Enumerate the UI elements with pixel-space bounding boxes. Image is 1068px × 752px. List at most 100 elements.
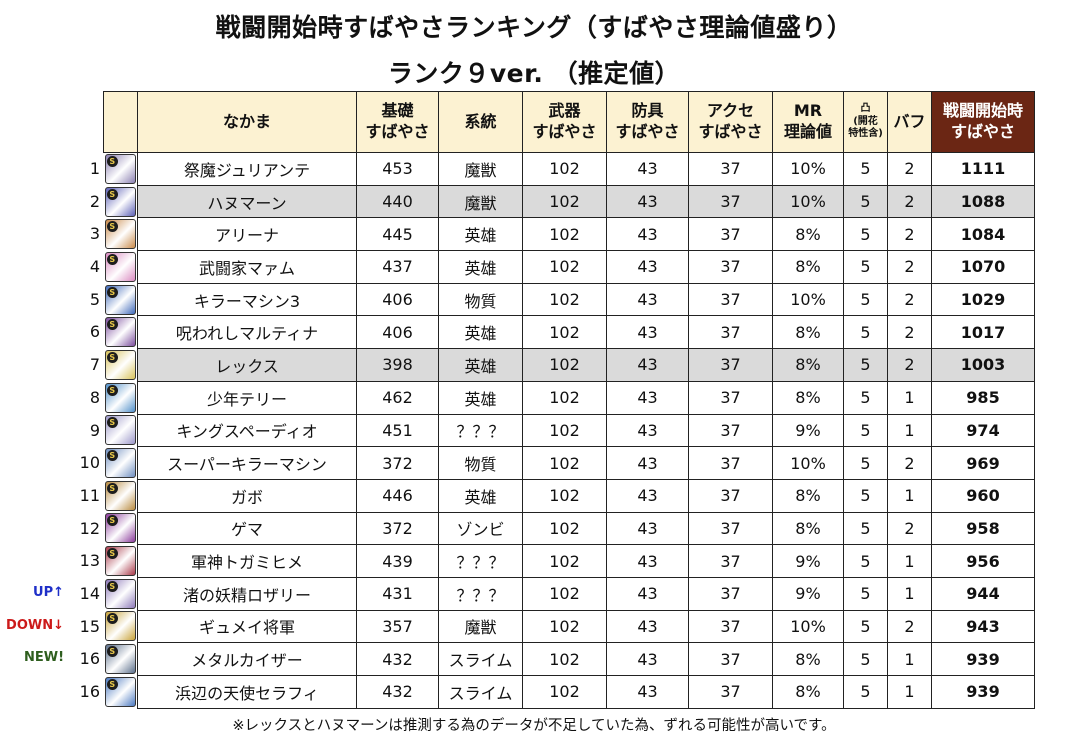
character-portrait-icon: S bbox=[104, 513, 136, 544]
base-speed-cell: 431 bbox=[356, 576, 439, 611]
footnote: ※レックスとハヌマーンは推測する為のデータが不足していた為、ずれる可能性が高いで… bbox=[232, 718, 836, 734]
accessory-speed-cell: 37 bbox=[688, 282, 773, 317]
header-buff: バフ bbox=[887, 91, 932, 153]
rank-change-label: NEW! bbox=[23, 649, 64, 665]
weapon-speed-cell: 102 bbox=[522, 511, 607, 546]
s-rank-badge-icon: S bbox=[106, 678, 118, 690]
accessory-speed-cell: 37 bbox=[688, 478, 773, 513]
character-portrait-icon: S bbox=[104, 154, 136, 185]
base-speed-cell: 372 bbox=[356, 446, 439, 480]
character-name-cell: キングスペーディオ bbox=[137, 413, 357, 448]
start-speed-cell: 974 bbox=[931, 413, 1035, 448]
convex-count-cell: 5 bbox=[843, 642, 888, 676]
convex-count-cell: 5 bbox=[843, 315, 888, 350]
mr-value-cell: 9% bbox=[772, 413, 844, 448]
mr-value-cell: 8% bbox=[772, 315, 844, 350]
s-rank-badge-icon: S bbox=[106, 319, 118, 331]
rank-number: 6 bbox=[89, 321, 100, 341]
character-name-cell: 浜辺の天使セラフィ bbox=[137, 675, 357, 709]
character-name-cell: ハヌマーン bbox=[137, 184, 357, 219]
type-cell: 英雄 bbox=[438, 315, 523, 350]
base-speed-cell: 451 bbox=[356, 413, 439, 448]
s-rank-badge-icon: S bbox=[106, 351, 118, 363]
type-cell: 物質 bbox=[438, 446, 523, 480]
start-speed-cell: 969 bbox=[931, 446, 1035, 480]
header-accessory-speed: アクセ すばやさ bbox=[688, 91, 773, 153]
buff-count-cell: 2 bbox=[887, 184, 932, 219]
table-row: S 軍神トガミヒメ 439？？？ 102 43 37 9% 5 1 956 bbox=[104, 544, 1035, 578]
convex-count-cell: 5 bbox=[843, 675, 888, 709]
character-name-cell: 軍神トガミヒメ bbox=[137, 544, 357, 578]
buff-count-cell: 2 bbox=[887, 348, 932, 382]
buff-count-cell: 2 bbox=[887, 152, 932, 186]
start-speed-cell: 1003 bbox=[931, 348, 1035, 382]
type-cell: スライム bbox=[438, 675, 523, 709]
base-speed-cell: 453 bbox=[356, 152, 439, 186]
buff-count-cell: 1 bbox=[887, 675, 932, 709]
accessory-speed-cell: 37 bbox=[688, 380, 773, 415]
character-name-cell: ガボ bbox=[137, 478, 357, 513]
character-name-cell: レックス bbox=[137, 348, 357, 382]
buff-count-cell: 1 bbox=[887, 544, 932, 578]
mr-value-cell: 10% bbox=[772, 282, 844, 317]
rank-number: 15 bbox=[79, 616, 100, 636]
accessory-speed-cell: 37 bbox=[688, 576, 773, 611]
character-name-cell: キラーマシン3 bbox=[137, 282, 357, 317]
character-name-cell: 少年テリー bbox=[137, 380, 357, 415]
rank-number: 2 bbox=[89, 191, 100, 211]
convex-count-cell: 5 bbox=[843, 152, 888, 186]
type-cell: 英雄 bbox=[438, 250, 523, 284]
character-name-cell: アリーナ bbox=[137, 217, 357, 252]
character-portrait-icon: S bbox=[104, 578, 136, 609]
weapon-speed-cell: 102 bbox=[522, 642, 607, 676]
base-speed-cell: 440 bbox=[356, 184, 439, 219]
convex-count-cell: 5 bbox=[843, 380, 888, 415]
accessory-speed-cell: 37 bbox=[688, 413, 773, 448]
rank-number: 1 bbox=[89, 158, 100, 178]
weapon-speed-cell: 102 bbox=[522, 675, 607, 709]
armor-speed-cell: 43 bbox=[606, 642, 689, 676]
character-portrait-icon: S bbox=[104, 676, 136, 707]
character-name-cell: 呪われしマルティナ bbox=[137, 315, 357, 350]
start-speed-cell: 939 bbox=[931, 675, 1035, 709]
armor-speed-cell: 43 bbox=[606, 184, 689, 219]
table-row: S 少年テリー 462 英雄 102 43 37 8% 5 1 985 bbox=[104, 380, 1035, 415]
weapon-speed-cell: 102 bbox=[522, 152, 607, 186]
start-speed-cell: 944 bbox=[931, 576, 1035, 611]
s-rank-badge-icon: S bbox=[106, 580, 118, 592]
base-speed-cell: 406 bbox=[356, 315, 439, 350]
mr-value-cell: 8% bbox=[772, 675, 844, 709]
type-cell: ？？？ bbox=[438, 413, 523, 448]
table-row: S ガボ 446 英雄 102 43 37 8% 5 1 960 bbox=[104, 478, 1035, 513]
armor-speed-cell: 43 bbox=[606, 380, 689, 415]
convex-count-cell: 5 bbox=[843, 478, 888, 513]
accessory-speed-cell: 37 bbox=[688, 315, 773, 350]
character-portrait-icon: S bbox=[104, 284, 136, 315]
rank-number: 7 bbox=[89, 354, 100, 374]
type-cell: ゾンビ bbox=[438, 511, 523, 546]
convex-count-cell: 5 bbox=[843, 184, 888, 219]
mr-value-cell: 10% bbox=[772, 184, 844, 219]
s-rank-badge-icon: S bbox=[106, 417, 118, 429]
s-rank-badge-icon: S bbox=[106, 515, 118, 527]
character-name-cell: メタルカイザー bbox=[137, 642, 357, 676]
base-speed-cell: 439 bbox=[356, 544, 439, 578]
header-base-speed: 基礎 すばやさ bbox=[356, 91, 439, 153]
accessory-speed-cell: 37 bbox=[688, 446, 773, 480]
rank-number: 13 bbox=[79, 550, 100, 570]
character-portrait-icon: S bbox=[104, 546, 136, 577]
convex-count-cell: 5 bbox=[843, 348, 888, 382]
convex-count-cell: 5 bbox=[843, 217, 888, 252]
rank-number: 16 bbox=[79, 681, 100, 701]
table-row: S ゲマ 372 ゾンビ 102 43 37 8% 5 2 958 bbox=[104, 511, 1035, 546]
character-portrait-icon: S bbox=[104, 415, 136, 446]
type-cell: 魔獣 bbox=[438, 152, 523, 186]
character-name-cell: ゲマ bbox=[137, 511, 357, 546]
start-speed-cell: 1029 bbox=[931, 282, 1035, 317]
table-row: S 渚の妖精ロザリー 431？？？ 102 43 37 9% 5 1 944 bbox=[104, 576, 1035, 611]
s-rank-badge-icon: S bbox=[106, 646, 118, 658]
convex-count-cell: 5 bbox=[843, 544, 888, 578]
mr-value-cell: 8% bbox=[772, 478, 844, 513]
header-convex: 凸 (開花 特性含) bbox=[843, 91, 888, 153]
s-rank-badge-icon: S bbox=[106, 221, 118, 233]
